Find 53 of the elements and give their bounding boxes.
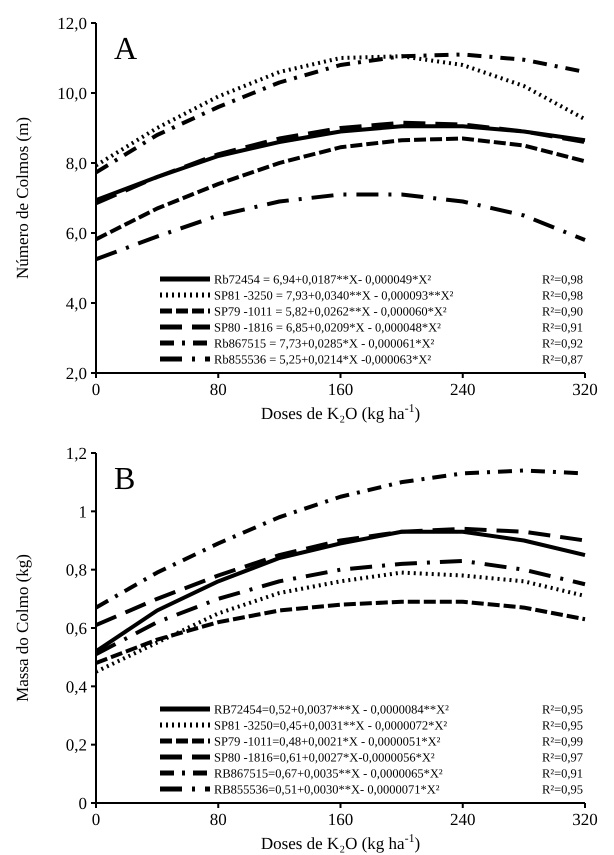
legend-label: RB72454=0,52+0,0037***X - 0,0000084**X²: [214, 702, 450, 716]
legend-label: SP80 -1816 = 6,85+0,0209*X - 0,000048*X²: [214, 320, 442, 334]
y-tick-label: 0,4: [66, 677, 88, 696]
annotation: R²=0,95: [542, 718, 583, 732]
annotation: R²=0,98: [542, 288, 583, 302]
y-tick-label: 0,8: [66, 560, 87, 580]
y-tick-label: 0,2: [66, 736, 87, 755]
y-axis-title: Massa do Colmo (kg): [13, 554, 32, 702]
x-axis-title: Doses de K₂O (kg ha$^{-1}$): [260, 401, 420, 423]
x-tick-label: 80: [210, 380, 227, 399]
annotation: R²=0,99: [542, 734, 583, 748]
x-tick-label: 160: [328, 380, 354, 399]
annotation: R²=0,91: [542, 766, 583, 780]
y-tick-label: 1: [78, 502, 87, 522]
x-tick-label: 320: [572, 810, 598, 829]
annotation: R²=0,98: [542, 272, 583, 286]
legend-label: Rb855536 = 5,25+0,0214*X -0,000063*X²: [214, 352, 432, 366]
annotation: R²=0,90: [542, 304, 583, 318]
legend-label: SP81 -3250=0,45+0,0031**X - 0,0000072*X²: [214, 718, 448, 732]
x-tick-label: 80: [210, 810, 227, 829]
y-tick-label: 8,0: [66, 154, 87, 173]
x-axis-title: Doses de K₂O (kg ha$^{-1}$): [260, 831, 420, 853]
x-tick-label: 160: [328, 810, 354, 829]
legend-label: Rb867515 = 7,73+0,0285*X - 0,000061*X²: [214, 336, 435, 350]
x-tick-label: 240: [450, 810, 476, 829]
legend-label: SP80 -1816=0,61+0,0027*X-0,0000056*X²: [214, 750, 435, 764]
y-axis-title: Número de Colmos (m): [13, 117, 32, 279]
legend-label: SP79 -1011=0,48+0,0021*X - 0,0000051*X²: [214, 734, 441, 748]
annotation: R²=0,92: [542, 336, 583, 350]
y-tick-label: 1,2: [66, 444, 87, 463]
annotation: R²=0,91: [542, 320, 583, 334]
y-tick-label: 4,0: [66, 294, 87, 313]
legend-label: SP81 -3250 = 7,93+0,0340**X - 0,000093**X²: [214, 288, 454, 302]
y-tick-label: 0: [78, 794, 87, 813]
legend-label: SP79 -1011 = 5,82+0,0262**X - 0,000060*X²: [214, 304, 447, 318]
x-tick-label: 320: [572, 380, 598, 399]
annotation: R²=0,97: [542, 750, 583, 764]
y-tick-label: 2,0: [66, 364, 87, 383]
annotation: R²=0,95: [542, 702, 583, 716]
y-tick-label: 0,6: [66, 619, 87, 638]
y-tick-label: 6,0: [66, 224, 87, 243]
x-tick-label: 0: [92, 380, 100, 399]
y-tick-label: 10,0: [57, 84, 87, 103]
y-tick-label: 12,0: [57, 14, 87, 33]
legend-label: RB855536=0,51+0,0030**X- 0,0000071*X²: [214, 782, 440, 796]
annotation: R²=0,95: [542, 782, 583, 796]
x-tick-label: 0: [92, 810, 100, 829]
x-tick-label: 240: [450, 380, 476, 399]
chart-title: A: [114, 30, 138, 66]
legend-label: RB867515=0,67+0,0035**X - 0,0000065*X²: [214, 766, 443, 780]
annotation: R²=0,87: [542, 352, 583, 366]
legend-label: Rb72454 = 6,94+0,0187**X- 0,000049*X²: [214, 272, 432, 286]
chart-title: B: [114, 460, 136, 496]
